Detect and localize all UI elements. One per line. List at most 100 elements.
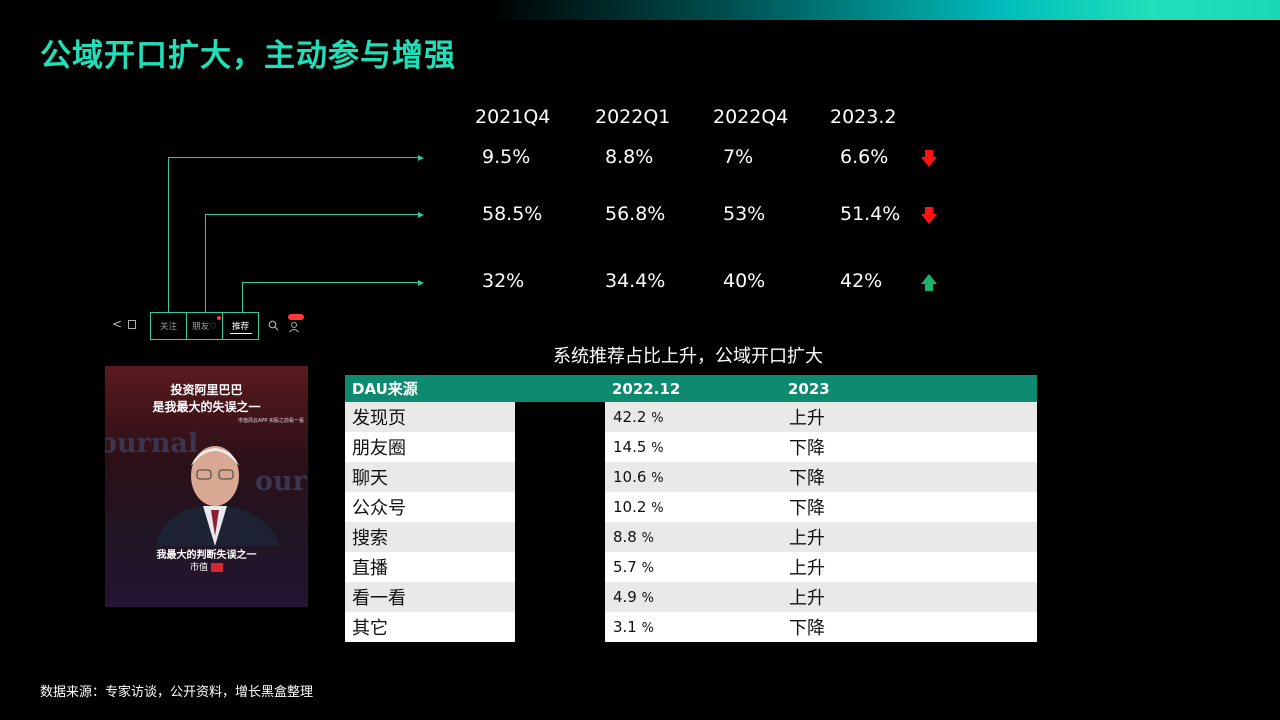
dau-source-cell: 看一看 [345,582,515,612]
phone-tab-bar: < 关注 朋友♡ 推荐 [108,312,308,340]
table-row: 聊天 10.6 % 下降 [345,462,1037,492]
tab-recommend[interactable]: 推荐 [222,312,259,340]
table-gap [515,552,605,582]
metrics-column-header: 2022Q4 [713,106,789,128]
table-gap [515,612,605,642]
video-brand-logo [210,563,223,572]
dau-unit: % [641,621,654,636]
dau-trend-cell: 上升 [781,552,1037,582]
notification-dot [217,316,221,320]
dau-value-cell: 8.8 % [605,522,781,552]
dau-value: 14.5 [613,438,647,456]
dau-value: 10.6 [613,468,647,486]
table-row: 发现页 42.2 % 上升 [345,402,1037,432]
table-gap [515,462,605,492]
table-row: 直播 5.7 % 上升 [345,552,1037,582]
dau-source-cell: 聊天 [345,462,515,492]
dau-source-cell: 直播 [345,552,515,582]
video-bg-word: ournal [255,466,308,497]
metrics-cell: 42% [840,270,883,292]
metrics-cell: 9.5% [482,146,531,168]
table-row: 公众号 10.2 % 下降 [345,492,1037,522]
dau-value-cell: 42.2 % [605,402,781,432]
dau-value: 4.9 [613,588,637,606]
table-header-trend: 2023 [781,375,1037,402]
dau-unit: % [641,591,654,606]
dau-source-cell: 其它 [345,612,515,642]
table-header-source: DAU来源 [345,375,515,402]
metrics-cell: 34.4% [605,270,666,292]
dau-trend-cell: 上升 [781,582,1037,612]
dau-unit: % [651,471,664,486]
metrics-column-header: 2023.2 [830,106,897,128]
person-illustration [155,446,280,546]
table-row: 搜索 8.8 % 上升 [345,522,1037,552]
table-gap [515,432,605,462]
dau-source-cell: 发现页 [345,402,515,432]
metrics-cell: 40% [723,270,766,292]
table-row: 朋友圈 14.5 % 下降 [345,432,1037,462]
table-row: 其它 3.1 % 下降 [345,612,1037,642]
table-gap [515,522,605,552]
dau-value: 8.8 [613,528,637,546]
metrics-column-header: 2021Q4 [475,106,551,128]
video-brand: 市值 [105,560,308,573]
table-header-spacer [515,375,605,402]
back-chevron-icon[interactable]: < [112,317,123,331]
table-gap [515,402,605,432]
dau-unit: % [651,411,664,426]
dau-trend-cell: 下降 [781,612,1037,642]
metrics-cell: 56.8% [605,203,666,225]
metrics-cell: 8.8% [605,146,654,168]
dau-value: 3.1 [613,618,637,636]
table-header-period: 2022.12 [605,375,781,402]
metrics-cell: 7% [723,146,754,168]
metrics-cell: 32% [482,270,525,292]
dau-unit: % [651,501,664,516]
dau-source-table: DAU来源 2022.12 2023 发现页 42.2 % 上升 朋友圈 14.5 % 下… [345,375,1037,642]
top-gradient-bar [0,0,1280,20]
dau-trend-cell: 上升 [781,522,1037,552]
video-bottom-caption: 我最大的判断失误之一 [156,550,257,561]
dau-value-cell: 10.6 % [605,462,781,492]
metrics-cell: 51.4% [840,203,901,225]
dau-unit: % [641,531,654,546]
chart-subtitle: 系统推荐占比上升，公域开口扩大 [553,346,823,367]
source-note: 数据来源：专家访谈，公开资料，增长黑盒整理 [40,685,314,700]
video-caption-line-2: 是我最大的失误之一 [152,400,261,414]
dau-unit: % [651,441,664,456]
dau-source-cell: 朋友圈 [345,432,515,462]
dau-trend-cell: 上升 [781,402,1037,432]
table-gap [515,582,605,612]
video-caption-line-1: 投资阿里巴巴 [170,383,243,397]
metrics-cell: 58.5% [482,203,543,225]
metrics-cell: 6.6% [840,146,889,168]
dau-trend-cell: 下降 [781,432,1037,462]
dau-trend-cell: 下降 [781,462,1037,492]
video-brand-text: 市值 [190,563,209,573]
dau-trend-cell: 下降 [781,492,1037,522]
dau-value-cell: 14.5 % [605,432,781,462]
profile-icon[interactable] [288,314,304,334]
device-icon[interactable] [128,320,136,329]
video-small-text: 市值风云APP·买股之前看一看 [237,418,304,424]
dau-value-cell: 4.9 % [605,582,781,612]
table-gap [515,492,605,522]
tab-follow[interactable]: 关注 [150,312,187,340]
dau-source-cell: 搜索 [345,522,515,552]
video-thumbnail[interactable]: ournal ournal 投资阿里巴巴 是我最大的失误之一 市值风云APP·买… [105,366,308,607]
dau-value-cell: 3.1 % [605,612,781,642]
search-icon[interactable] [268,320,279,331]
dau-value-cell: 10.2 % [605,492,781,522]
video-bg-word: ournal [105,428,199,459]
tab-active-underline [230,333,252,334]
metrics-cell: 53% [723,203,766,225]
table-row: 看一看 4.9 % 上升 [345,582,1037,612]
metrics-column-header: 2022Q1 [595,106,671,128]
dau-unit: % [641,561,654,576]
dau-value-cell: 5.7 % [605,552,781,582]
page-title: 公域开口扩大，主动参与增强 [40,38,456,74]
dau-value: 5.7 [613,558,637,576]
dau-source-cell: 公众号 [345,492,515,522]
dau-value: 42.2 [613,408,647,426]
